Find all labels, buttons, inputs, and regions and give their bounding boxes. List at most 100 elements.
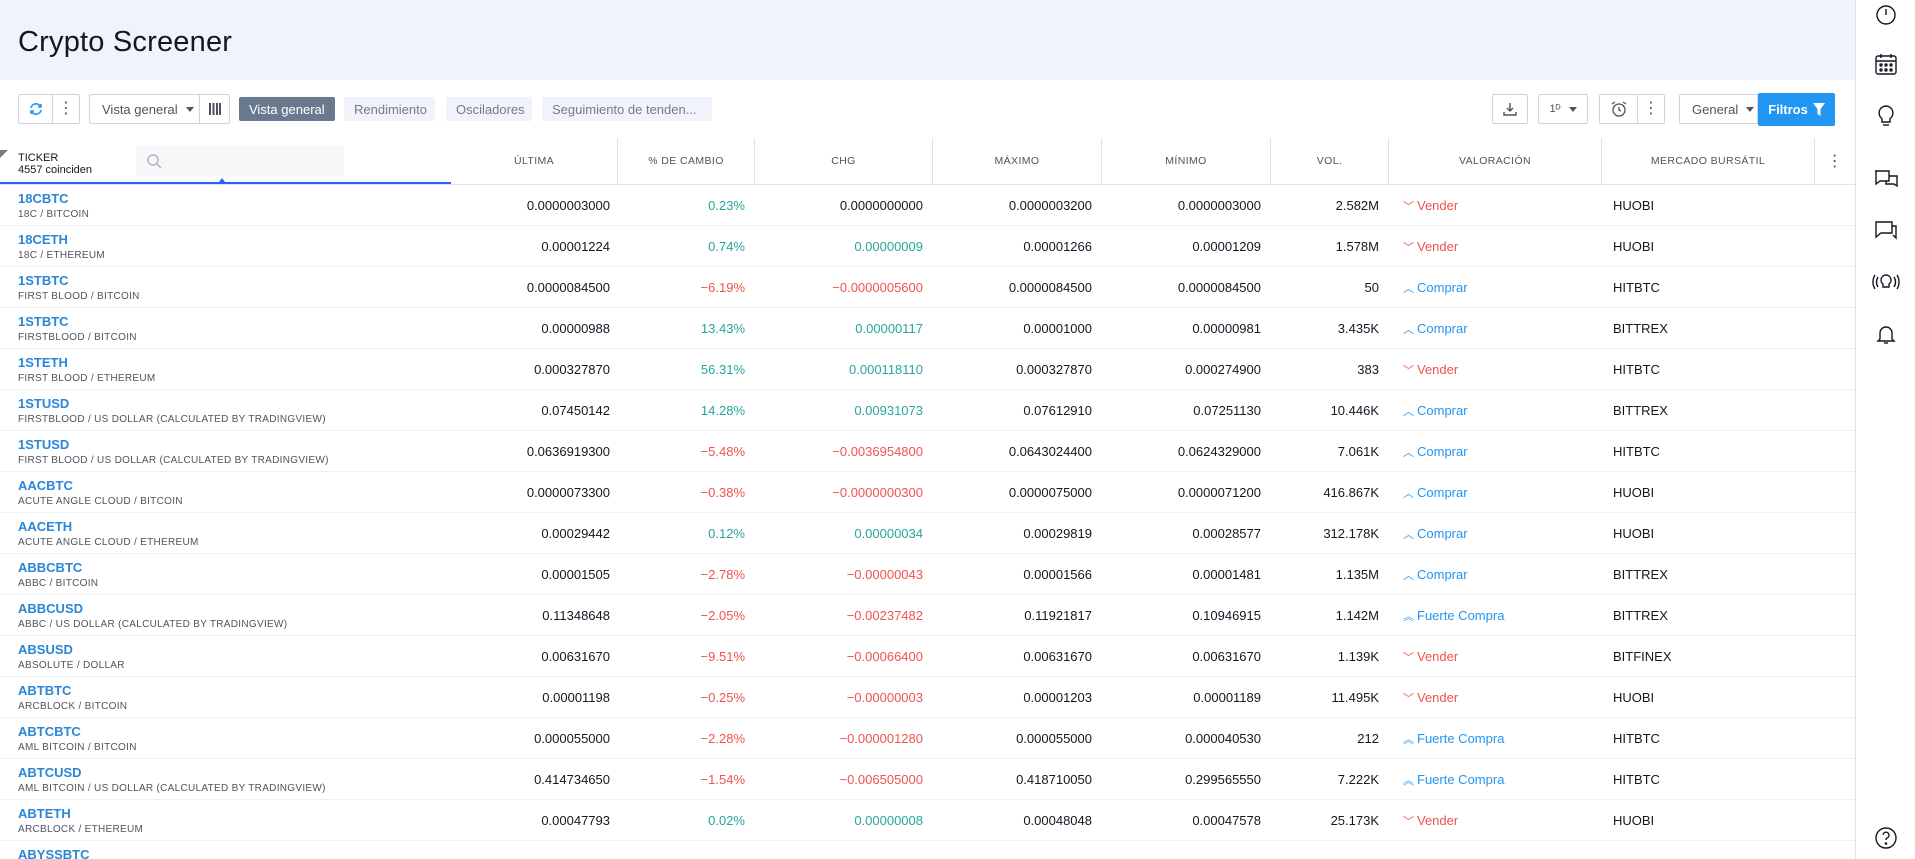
cell-rating: ﹀ Vender (1403, 349, 1602, 390)
cell-volume: 25.173K (1330, 813, 1379, 828)
ticker-symbol-link[interactable]: ABTETH (18, 806, 71, 821)
market-select[interactable]: General (1679, 94, 1758, 124)
cell-last: 0.0000084500 (526, 280, 610, 295)
rating-label: Vender (1417, 649, 1459, 664)
cell-last: 0.00631670 (541, 649, 610, 664)
table-row[interactable]: 1STUSD FIRSTBLOOD / US DOLLAR (CALCULATED… (0, 390, 1855, 431)
tab-rendimiento[interactable]: Rendimiento (344, 97, 435, 121)
ticker-symbol-link[interactable]: AACETH (18, 519, 73, 534)
column-settings-button[interactable]: ⋮ (1815, 138, 1855, 184)
column-header-low[interactable]: MÍNIMO (1102, 138, 1271, 184)
match-count: 4557 coinciden (18, 164, 93, 176)
alert-menu-button[interactable]: ⋮ (1637, 94, 1665, 124)
column-header-chg[interactable]: CHG (755, 138, 933, 184)
ticker-symbol-link[interactable]: 1STUSD (18, 437, 70, 452)
column-set-select[interactable]: Vista general (89, 94, 199, 124)
calendar-icon[interactable] (1856, 44, 1915, 84)
table-row[interactable]: ABTCBTC AML BITCOIN / BITCOIN 0.000055000 −… (0, 718, 1855, 759)
help-icon[interactable] (1856, 818, 1915, 858)
timer-icon[interactable] (1856, 0, 1915, 34)
column-header-last[interactable]: ÚLTIMA (451, 138, 618, 184)
cell-chg: 0.00000009 (854, 239, 923, 254)
ticker-symbol-link[interactable]: 18CBTC (18, 191, 69, 206)
cell-last: 0.00001198 (542, 690, 610, 705)
ticker-symbol-link[interactable]: 1STETH (18, 355, 68, 370)
ticker-symbol-link[interactable]: ABTBTC (18, 683, 72, 698)
filters-button[interactable]: Filtros (1758, 93, 1835, 126)
ideas-bulb-icon[interactable] (1856, 96, 1915, 136)
table-row[interactable]: ABTETH ARCBLOCK / ETHEREUM 0.00047793 0.02%… (0, 800, 1855, 841)
column-header-exchange[interactable]: MERCADO BURSÁTIL (1602, 138, 1815, 184)
tab-seguimiento-tendencia[interactable]: Seguimiento de tenden... (542, 97, 712, 121)
column-header-volume[interactable]: VOL. (1271, 138, 1389, 184)
cell-low: 0.0000071200 (1177, 485, 1261, 500)
column-header-change-pct[interactable]: % DE CAMBIO (618, 138, 755, 184)
ticker-symbol-link[interactable]: ABSUSD (18, 642, 73, 657)
table-row[interactable]: ABSUSD ABSOLUTE / DOLLAR 0.00631670 −9.51% −… (0, 636, 1855, 677)
rating-label: Vender (1417, 198, 1459, 213)
rating-label: Fuerte Compra (1417, 731, 1505, 746)
ticker-symbol-link[interactable]: 1STBTC (18, 273, 69, 288)
ticker-symbol-link[interactable]: ABTCBTC (18, 724, 81, 739)
ticker-symbol-link[interactable]: AACBTC (18, 478, 73, 493)
table-row[interactable]: ABYSSBTC (0, 841, 1855, 859)
table-row[interactable]: 18CETH 18C / ETHEREUM 0.00001224 0.74% 0.000… (0, 226, 1855, 267)
column-header-rating[interactable]: VALORACIÓN (1389, 138, 1602, 184)
columns-button[interactable] (199, 94, 230, 124)
streams-icon[interactable] (1856, 262, 1915, 302)
column-header-high[interactable]: MÁXIMO (933, 138, 1102, 184)
rating-arrow-icon: ︽ (1403, 733, 1414, 746)
refresh-button[interactable] (18, 94, 52, 124)
screener-table-body: 18CBTC 18C / BITCOIN 0.0000003000 0.23% 0.00… (0, 185, 1855, 859)
notifications-bell-icon[interactable] (1856, 314, 1915, 354)
table-row[interactable]: 1STUSD FIRST BLOOD / US DOLLAR (CALCULATE… (0, 431, 1855, 472)
tab-osciladores[interactable]: Osciladores (446, 97, 532, 121)
table-row[interactable]: ABTBTC ARCBLOCK / BITCOIN 0.00001198 −0.25%… (0, 677, 1855, 718)
table-row[interactable]: 18CBTC 18C / BITCOIN 0.0000003000 0.23% 0.00… (0, 185, 1855, 226)
cell-change-pct: −5.48% (700, 444, 745, 459)
ticker-symbol-link[interactable]: ABBCBTC (18, 560, 83, 575)
ticker-symbol-link[interactable]: 1STBTC (18, 314, 69, 329)
cell-chg: −0.0036954800 (832, 444, 923, 459)
rating-arrow-icon: ︽ (1403, 774, 1414, 787)
interval-select[interactable]: 1ᴰ (1538, 94, 1588, 124)
ticker-symbol-link[interactable]: ABBCUSD (18, 601, 83, 616)
table-row[interactable]: ABBCBTC ABBC / BITCOIN 0.00001505 −2.78% −0.… (0, 554, 1855, 595)
cell-high: 0.0000003200 (1008, 198, 1092, 213)
ticker-symbol-link[interactable]: 1STUSD (18, 396, 70, 411)
rating-label: Comprar (1417, 567, 1468, 582)
messages-icon[interactable] (1856, 210, 1915, 250)
table-row[interactable]: AACETH ACUTE ANGLE CLOUD / ETHEREUM 0.0002… (0, 513, 1855, 554)
ticker-symbol-link[interactable]: ABYSSBTC (18, 847, 90, 859)
cell-low: 0.00001189 (1193, 690, 1261, 705)
alert-button[interactable] (1599, 94, 1637, 124)
cell-exchange: HUOBI (1613, 526, 1655, 541)
table-row[interactable]: 1STBTC FIRST BLOOD / BITCOIN 0.0000084500 −… (0, 267, 1855, 308)
rating-arrow-icon: ︿ (1403, 569, 1414, 582)
ticker-symbol-link[interactable]: ABTCUSD (18, 765, 82, 780)
ticker-description: ARCBLOCK / ETHEREUM (18, 824, 144, 835)
sort-flag-icon (0, 150, 8, 158)
table-row[interactable]: ABTCUSD AML BITCOIN / US DOLLAR (CALCULAT… (0, 759, 1855, 800)
chats-icon[interactable] (1856, 160, 1915, 200)
table-row[interactable]: 1STBTC FIRSTBLOOD / BITCOIN 0.00000988 13.4… (0, 308, 1855, 349)
ticker-search-input[interactable] (136, 146, 344, 176)
cell-rating: ﹀ Vender (1403, 185, 1602, 226)
rating-arrow-icon: ﹀ (1403, 815, 1414, 828)
cell-low: 0.00047578 (1192, 813, 1261, 828)
table-row[interactable]: 1STETH FIRST BLOOD / ETHEREUM 0.000327870 5… (0, 349, 1855, 390)
rating-arrow-icon: ﹀ (1403, 241, 1414, 254)
tab-vista-general[interactable]: Vista general (239, 97, 335, 121)
cell-last: 0.000327870 (534, 362, 610, 377)
interval-value: 1ᴰ (1549, 103, 1561, 115)
ticker-column-header[interactable]: TICKER 4557 coinciden (0, 138, 451, 184)
cell-change-pct: 0.02% (708, 813, 745, 828)
ticker-symbol-link[interactable]: 18CETH (18, 232, 68, 247)
table-row[interactable]: AACBTC ACUTE ANGLE CLOUD / BITCOIN 0.00000… (0, 472, 1855, 513)
table-row[interactable]: ABBCUSD ABBC / US DOLLAR (CALCULATED BY T… (0, 595, 1855, 636)
screen-menu-button[interactable]: ⋮ (52, 94, 80, 124)
cell-volume: 50 (1364, 280, 1379, 295)
export-button[interactable] (1492, 94, 1528, 124)
cell-high: 0.00048048 (1023, 813, 1092, 828)
rating-arrow-icon: ﹀ (1403, 692, 1414, 705)
